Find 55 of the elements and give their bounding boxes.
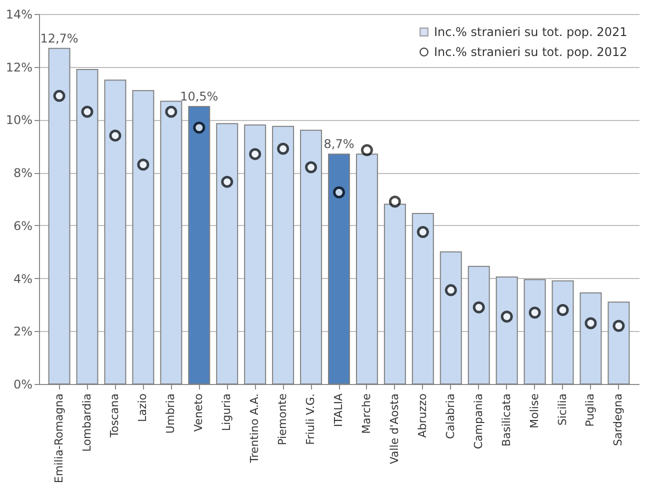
point [472, 301, 485, 314]
x-tick-label: Puglia [584, 394, 597, 427]
x-tick-label: Sicilia [556, 394, 569, 426]
point [221, 176, 234, 188]
point [165, 106, 178, 118]
x-tick-label: Campania [472, 394, 485, 450]
x-tick-label: Emilia-Romagna [52, 394, 66, 484]
y-tick-label: 8% [13, 166, 32, 180]
x-tick-label: Toscana [108, 394, 122, 438]
point [333, 186, 345, 198]
point [584, 317, 597, 330]
x-tick-label: Molise [528, 393, 541, 428]
x-tick-label: Lazio [136, 393, 150, 422]
point [500, 310, 513, 323]
y-tick-label: 12% [6, 60, 32, 74]
point [81, 106, 94, 118]
x-tick-label: Trentino A.A. [248, 394, 262, 464]
legend-label: Inc.% stranieri su tot. pop. 2021 [434, 25, 628, 39]
x-tick-label: Umbria [164, 394, 178, 434]
point [305, 161, 318, 174]
x-tick-label: Lombardia [80, 394, 94, 452]
x-tick-label: Marche [360, 393, 373, 434]
y-tick-label: 10% [6, 113, 32, 128]
x-tick-label: Friuli V.G. [304, 394, 318, 445]
x-tick-label: Abruzzo [416, 393, 429, 438]
point [528, 306, 541, 319]
x-tick-label: Valle d'Aosta [388, 394, 401, 464]
point [137, 158, 150, 171]
y-tick-label: 0% [13, 378, 32, 392]
x-tick-label: Calabria [444, 394, 457, 440]
point [416, 226, 429, 238]
point [444, 284, 457, 296]
data-label: 12,7% [40, 31, 78, 46]
x-tick-label: Basilicata [500, 394, 513, 447]
x-tick-label: Piemonte [276, 393, 290, 446]
x-tick-label: Liguria [220, 394, 234, 431]
point [109, 130, 122, 142]
point [193, 122, 206, 134]
data-label: 8,7% [324, 137, 354, 152]
data-label: 10,5% [180, 90, 218, 104]
x-tick-label: ITALIA [332, 393, 345, 428]
legend-label: Inc.% stranieri su tot. pop. 2012 [434, 45, 628, 59]
point [388, 196, 401, 208]
y-tick-label: 2% [13, 324, 32, 339]
point [612, 320, 625, 332]
y-tick-label: 6% [13, 218, 32, 233]
y-tick-label: 14% [6, 8, 32, 22]
y-tick-label: 4% [13, 272, 32, 286]
point [277, 142, 290, 155]
x-tick-label: Sardegna [612, 394, 625, 446]
point [249, 148, 262, 160]
x-tick-label: Veneto [192, 393, 206, 432]
point [360, 144, 373, 156]
point [53, 90, 66, 102]
point [556, 304, 569, 316]
